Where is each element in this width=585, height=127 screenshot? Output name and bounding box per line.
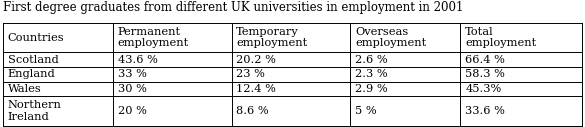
Text: 2.9 %: 2.9 %	[355, 84, 388, 94]
Text: Wales: Wales	[8, 84, 42, 94]
Text: 2.6 %: 2.6 %	[355, 55, 388, 65]
Text: 8.6 %: 8.6 %	[236, 106, 269, 116]
Text: 20.2 %: 20.2 %	[236, 55, 276, 65]
Text: 43.6 %: 43.6 %	[118, 55, 157, 65]
Text: 33 %: 33 %	[118, 69, 146, 79]
Text: Overseas
employment: Overseas employment	[355, 27, 426, 48]
Text: 33.6 %: 33.6 %	[465, 106, 505, 116]
Text: Northern
Ireland: Northern Ireland	[8, 100, 61, 122]
Text: Temporary
employment: Temporary employment	[236, 27, 308, 48]
Text: 2.3 %: 2.3 %	[355, 69, 388, 79]
Text: 66.4 %: 66.4 %	[465, 55, 505, 65]
Text: First degree graduates from different UK universities in employment in 2001: First degree graduates from different UK…	[3, 1, 463, 14]
Text: England: England	[8, 69, 56, 79]
Text: Scotland: Scotland	[8, 55, 58, 65]
Text: 30 %: 30 %	[118, 84, 146, 94]
Text: Permanent
employment: Permanent employment	[118, 27, 189, 48]
Text: Countries: Countries	[8, 33, 64, 43]
Text: 58.3 %: 58.3 %	[465, 69, 505, 79]
Text: 20 %: 20 %	[118, 106, 146, 116]
Text: 45.3%: 45.3%	[465, 84, 501, 94]
Text: 12.4 %: 12.4 %	[236, 84, 276, 94]
Text: 5 %: 5 %	[355, 106, 377, 116]
Text: Total
employment: Total employment	[465, 27, 536, 48]
Text: 23 %: 23 %	[236, 69, 265, 79]
